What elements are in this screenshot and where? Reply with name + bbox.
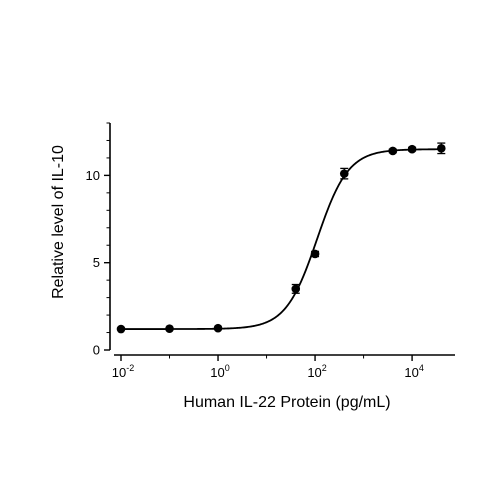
fit-curve-group	[121, 148, 442, 330]
data-point	[291, 284, 301, 294]
data-point	[165, 324, 174, 333]
x-tick-label: 10-2	[112, 363, 134, 380]
fit-curve	[121, 148, 442, 330]
x-tick-label: 100	[210, 363, 229, 380]
data-point	[116, 324, 126, 334]
y-tick-label: 5	[93, 255, 100, 270]
data-point	[388, 146, 398, 156]
y-axis-title: Relative level of IL-10	[50, 145, 67, 299]
data-point	[407, 144, 417, 154]
data-point	[436, 144, 446, 153]
y-tick-label: 10	[86, 168, 100, 183]
axes	[109, 123, 455, 356]
data-point	[339, 169, 349, 178]
ticks: 0 5 10 10-2 100 102 104	[86, 122, 424, 380]
data-point	[310, 249, 320, 259]
data-points	[116, 142, 446, 334]
y-tick-label: 0	[93, 343, 100, 358]
data-point	[213, 323, 223, 333]
x-axis-title: Human IL-22 Protein (pg/mL)	[183, 394, 390, 411]
x-tick-label: 104	[404, 363, 423, 380]
x-tick-label: 102	[307, 363, 326, 380]
